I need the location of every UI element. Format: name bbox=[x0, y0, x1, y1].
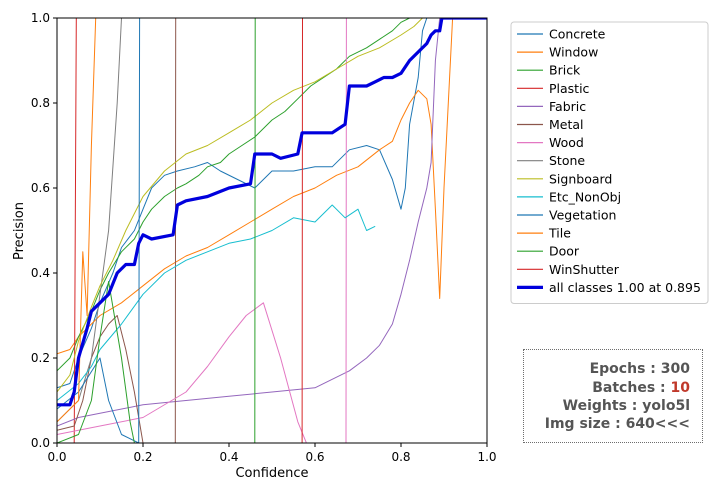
series-line-window bbox=[57, 18, 454, 355]
y-tick-label: 0.8 bbox=[31, 96, 50, 110]
legend-entry: WinShutter bbox=[549, 262, 620, 277]
legend-entry: Tile bbox=[548, 226, 571, 241]
legend-entry: Door bbox=[549, 244, 580, 259]
x-tick-label: 0.4 bbox=[219, 450, 238, 464]
series-line-signboard bbox=[57, 18, 423, 393]
axes: 0.0 0.2 0.4 0.6 0.8 1.0 0.0 0.2 0.4 0.6 0.8 1.0 bbox=[31, 11, 497, 464]
imgsize-value: 640<<< bbox=[625, 416, 690, 432]
legend-entry: Signboard bbox=[549, 171, 612, 186]
training-info-box: Epochs : 300 Batches : 10 Weights : yolo… bbox=[523, 349, 703, 443]
weights-label: Weights bbox=[562, 398, 627, 414]
series-line-all-classes-1-00-at-0-895 bbox=[57, 18, 487, 407]
series-line-etc-nonobj bbox=[57, 204, 376, 401]
series-line-winshutter bbox=[57, 18, 303, 443]
series-line-tile bbox=[57, 18, 97, 423]
legend-entry: Fabric bbox=[549, 99, 586, 114]
series-line-metal bbox=[57, 18, 177, 443]
x-tick-label: 0.8 bbox=[391, 450, 410, 464]
y-tick-label: 1.0 bbox=[31, 11, 50, 25]
series-line-fabric bbox=[57, 18, 441, 427]
imgsize-label: Img size bbox=[544, 416, 611, 432]
epochs-label: Epochs bbox=[589, 361, 646, 377]
legend-entry: Stone bbox=[549, 153, 585, 168]
x-tick-label: 0.6 bbox=[305, 450, 324, 464]
batches-value: 10 bbox=[670, 380, 690, 396]
series-line-door bbox=[57, 18, 256, 443]
legend-entry: Brick bbox=[549, 63, 581, 78]
x-axis-label: Confidence bbox=[235, 466, 308, 481]
y-tick-label: 0.0 bbox=[31, 436, 50, 450]
series-line-vegetation bbox=[57, 18, 141, 443]
series-line-brick bbox=[57, 18, 410, 372]
plot-frame bbox=[56, 17, 488, 444]
plot-area bbox=[57, 18, 487, 443]
epochs-row: Epochs : 300 bbox=[589, 361, 690, 377]
weights-value: yolo5l bbox=[642, 398, 690, 414]
weights-row: Weights : yolo5l bbox=[562, 398, 690, 414]
legend-entry: Concrete bbox=[549, 27, 606, 42]
legend-entry: Metal bbox=[549, 117, 584, 132]
legend: Concrete Window Brick Plastic Fabric Metal Woo… bbox=[510, 21, 709, 304]
legend-entry: Vegetation bbox=[549, 208, 616, 223]
y-tick-label: 0.4 bbox=[31, 266, 50, 280]
series-line-wood bbox=[57, 18, 347, 443]
imgsize-row: Img size : 640<<< bbox=[544, 416, 690, 432]
batches-row: Batches : 10 bbox=[592, 380, 690, 396]
legend-entry: Wood bbox=[549, 135, 584, 150]
series-line-plastic bbox=[57, 18, 77, 443]
x-tick-label: 0.0 bbox=[47, 450, 66, 464]
y-tick-label: 0.6 bbox=[31, 181, 50, 195]
batches-label: Batches bbox=[592, 380, 656, 396]
series-line-concrete bbox=[57, 18, 428, 389]
y-tick-label: 0.2 bbox=[31, 351, 50, 365]
x-tick-label: 1.0 bbox=[477, 450, 496, 464]
epochs-value: 300 bbox=[660, 361, 690, 377]
x-tick-label: 0.2 bbox=[133, 450, 152, 464]
legend-frame bbox=[510, 21, 709, 304]
legend-entry: all classes 1.00 at 0.895 bbox=[549, 280, 701, 295]
legend-entry: Window bbox=[549, 45, 598, 60]
legend-entry: Plastic bbox=[549, 81, 590, 96]
y-axis-label: Precision bbox=[12, 202, 27, 260]
legend-entry: Etc_NonObj bbox=[549, 189, 621, 204]
